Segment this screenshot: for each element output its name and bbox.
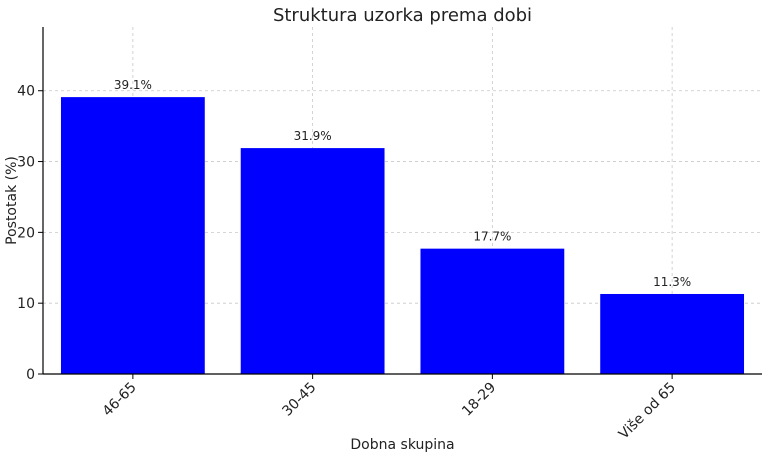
y-ticks: 0 10 20 30 40: [17, 84, 43, 383]
y-tick-label: 30: [17, 155, 35, 171]
chart-title: Struktura uzorka prema dobi: [273, 5, 532, 26]
data-labels: 39.1% 31.9% 17.7% 11.3%: [114, 78, 691, 289]
bar: [600, 293, 745, 374]
x-tick-label: Više od 65: [616, 380, 679, 443]
y-tick-label: 20: [17, 225, 35, 241]
y-axis-title: Postotak (%): [4, 156, 20, 245]
x-tick-label: 30-45: [279, 380, 319, 420]
x-tick-label: 18-29: [459, 380, 499, 420]
bar: [60, 97, 205, 375]
y-tick-label: 40: [17, 84, 35, 100]
bar-value-label: 11.3%: [653, 275, 691, 289]
axes: [42, 27, 762, 375]
bars: [60, 97, 745, 375]
x-tick-label: 46-65: [100, 380, 140, 420]
bar: [240, 148, 385, 374]
y-tick-label: 0: [26, 367, 35, 383]
bar-value-label: 31.9%: [294, 129, 332, 143]
bar-value-label: 39.1%: [114, 78, 152, 92]
bar-value-label: 17.7%: [473, 230, 511, 244]
x-ticks: 46-65 30-45 18-29 Više od 65: [100, 374, 679, 443]
y-tick-label: 10: [17, 296, 35, 312]
x-axis-title: Dobna skupina: [350, 437, 454, 453]
bar: [420, 248, 565, 374]
